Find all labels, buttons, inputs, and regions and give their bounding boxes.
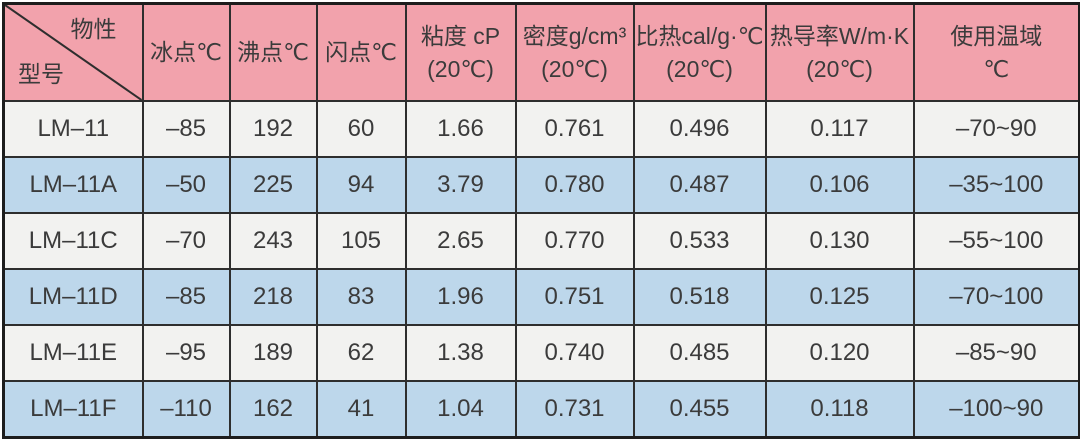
cell-boiling-point: 189 (228, 324, 318, 382)
cell-specific-heat: 0.533 (632, 212, 767, 270)
cell-thermal-conductivity: 0.118 (764, 380, 915, 439)
col-header-flash-point: 闪点℃ (315, 2, 407, 102)
cell-flash-point: 60 (315, 100, 407, 158)
cell-flash-point: 83 (315, 268, 407, 326)
cell-density: 0.770 (514, 212, 635, 270)
corner-header-cell: 物性 型号 (2, 2, 144, 102)
corner-label-model: 型号 (18, 61, 64, 87)
cell-model: LM–11F (2, 380, 144, 439)
diagonal-divider-line (5, 5, 142, 100)
cell-specific-heat: 0.496 (632, 100, 767, 158)
cell-model: LM–11 (2, 100, 144, 158)
cell-viscosity: 1.04 (404, 380, 517, 439)
cell-freezing-point: –85 (141, 268, 231, 326)
cell-usage-temp-range: –70~100 (912, 268, 1080, 326)
cell-boiling-point: 218 (228, 268, 318, 326)
col-header-usage-temp-range: 使用温域 ℃ (912, 2, 1080, 102)
cell-freezing-point: –70 (141, 212, 231, 270)
header-row: 物性 型号 冰点℃ 沸点℃ 闪点℃ 粘度 cP (20℃) 密度g/cm³ (2… (2, 2, 1080, 102)
cell-usage-temp-range: –70~90 (912, 100, 1080, 158)
cell-usage-temp-range: –55~100 (912, 212, 1080, 270)
cell-viscosity: 2.65 (404, 212, 517, 270)
table-row-lm11f: LM–11F –110 162 41 1.04 0.731 0.455 0.11… (2, 380, 1080, 439)
cell-thermal-conductivity: 0.117 (764, 100, 915, 158)
cell-usage-temp-range: –35~100 (912, 156, 1080, 214)
col-header-freezing-point: 冰点℃ (141, 2, 231, 102)
cell-viscosity: 1.96 (404, 268, 517, 326)
cell-flash-point: 62 (315, 324, 407, 382)
col-header-density: 密度g/cm³ (20℃) (514, 2, 635, 102)
cell-flash-point: 41 (315, 380, 407, 439)
col-header-thermal-conductivity: 热导率W/m·K (20℃) (764, 2, 915, 102)
cell-viscosity: 1.66 (404, 100, 517, 158)
cell-flash-point: 94 (315, 156, 407, 214)
cell-specific-heat: 0.455 (632, 380, 767, 439)
cell-density: 0.751 (514, 268, 635, 326)
cell-viscosity: 1.38 (404, 324, 517, 382)
col-header-viscosity: 粘度 cP (20℃) (404, 2, 517, 102)
cell-thermal-conductivity: 0.120 (764, 324, 915, 382)
cell-flash-point: 105 (315, 212, 407, 270)
cell-thermal-conductivity: 0.125 (764, 268, 915, 326)
table-row-lm11c: LM–11C –70 243 105 2.65 0.770 0.533 0.13… (2, 212, 1080, 270)
cell-model: LM–11E (2, 324, 144, 382)
cell-usage-temp-range: –100~90 (912, 380, 1080, 439)
cell-usage-temp-range: –85~90 (912, 324, 1080, 382)
cell-thermal-conductivity: 0.130 (764, 212, 915, 270)
cell-model: LM–11D (2, 268, 144, 326)
corner-label-property: 物性 (70, 16, 117, 42)
cell-boiling-point: 225 (228, 156, 318, 214)
cell-freezing-point: –110 (141, 380, 231, 439)
cell-boiling-point: 243 (228, 212, 318, 270)
table-row-lm11d: LM–11D –85 218 83 1.96 0.751 0.518 0.125… (2, 268, 1080, 326)
cell-boiling-point: 162 (228, 380, 318, 439)
table-row-lm11a: LM–11A –50 225 94 3.79 0.780 0.487 0.106… (2, 156, 1080, 214)
cell-specific-heat: 0.487 (632, 156, 767, 214)
cell-specific-heat: 0.518 (632, 268, 767, 326)
cell-thermal-conductivity: 0.106 (764, 156, 915, 214)
cell-freezing-point: –95 (141, 324, 231, 382)
cell-freezing-point: –50 (141, 156, 231, 214)
cell-boiling-point: 192 (228, 100, 318, 158)
table-row-lm11: LM–11 –85 192 60 1.66 0.761 0.496 0.117 … (2, 100, 1080, 158)
cell-density: 0.731 (514, 380, 635, 439)
cell-model: LM–11C (2, 212, 144, 270)
cell-density: 0.761 (514, 100, 635, 158)
cell-specific-heat: 0.485 (632, 324, 767, 382)
cell-density: 0.780 (514, 156, 635, 214)
col-header-boiling-point: 沸点℃ (228, 2, 318, 102)
table-row-lm11e: LM–11E –95 189 62 1.38 0.740 0.485 0.120… (2, 324, 1080, 382)
cell-freezing-point: –85 (141, 100, 231, 158)
cell-model: LM–11A (2, 156, 144, 214)
cell-density: 0.740 (514, 324, 635, 382)
cell-viscosity: 3.79 (404, 156, 517, 214)
col-header-specific-heat: 比热cal/g·℃ (20℃) (632, 2, 767, 102)
